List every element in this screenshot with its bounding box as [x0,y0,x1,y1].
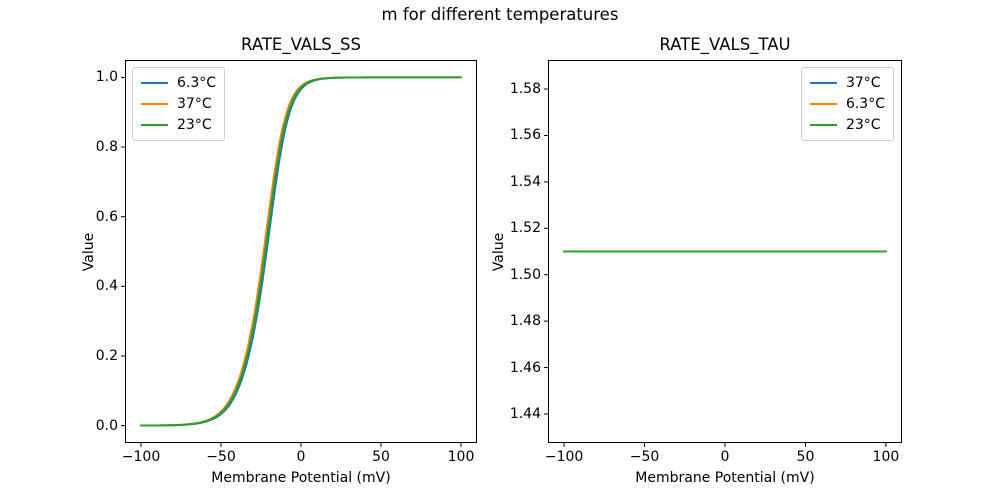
legend-ss: 6.3°C 37°C 23°C [132,67,226,141]
legend-entry-label: 23°C [177,117,212,133]
x-tick-label: 50 [372,449,390,465]
y-tick-label: 1.48 [509,313,541,330]
legend-entry-6-3-c: 6.3°C [141,73,216,93]
y-tick-label: 1.44 [509,405,541,422]
x-tick-label: 0 [296,449,306,465]
legend-entry-23-c: 23°C [809,115,885,135]
axes-spines [548,60,902,443]
x-tick-label: −50 [629,449,660,465]
x-tick-label: 100 [872,449,900,465]
legend-entry-label: 37°C [177,96,212,112]
axes-spines [125,60,477,443]
y-tick-label: 0.0 [95,417,118,434]
x-tick-label: 0 [720,449,730,465]
y-tick-label: 1.50 [509,266,541,283]
legend-line-sample-icon [809,82,837,84]
plot-area-ss [121,60,477,447]
y-tick-label: 0.2 [95,347,118,364]
series-line-23-c [140,76,462,427]
figure-title: m for different temperatures [381,5,619,24]
subplot-rate-vals-tau: RATE_VALS_TAU Membrane Potential (mV) Va… [491,35,902,486]
subplot-title-tau: RATE_VALS_TAU [659,35,791,54]
legend-entry-37-c: 37°C [809,73,885,93]
legend-entry-label: 6.3°C [845,96,885,112]
x-axis-label-tau: Membrane Potential (mV) [635,470,815,486]
legend-line-sample-icon [809,103,837,105]
y-tick-label: 1.46 [509,359,541,376]
x-tick-label: 50 [796,449,815,465]
x-tick-label: 100 [447,449,475,465]
legend-line-sample-icon [141,82,168,84]
y-tick-label: 1.52 [509,220,541,237]
x-axis-label-ss: Membrane Potential (mV) [211,470,391,486]
legend-entry-label: 23°C [845,117,881,133]
y-tick-label: 0.4 [95,278,118,295]
x-tick-label: −50 [206,449,236,465]
y-tick-label: 1.58 [509,81,541,97]
legend-entry-label: 37°C [845,75,881,91]
y-tick-label: 1.56 [509,127,541,144]
y-tick-label: 0.8 [95,139,118,156]
y-axis-label-ss: Value [81,232,97,271]
legend-entry-23-c: 23°C [141,115,216,135]
legend-line-sample-icon [141,103,168,105]
subplot-rate-vals-ss: RATE_VALS_SS Membrane Potential (mV) Val… [81,35,477,486]
legend-line-sample-icon [141,124,168,126]
plot-area-tau [544,60,902,447]
y-tick-label: 1.54 [509,173,541,190]
x-tick-label: −100 [121,449,161,465]
x-tick-label: −100 [544,449,584,465]
legend-tau: 37°C 6.3°C 23°C [800,67,894,141]
legend-entry-label: 6.3°C [177,75,217,91]
legend-entry-37-c: 37°C [141,94,216,114]
y-axis-label-tau: Value [491,232,507,271]
legend-entry-6-3-c: 6.3°C [809,94,885,114]
y-tick-label: 0.6 [95,208,118,225]
y-tick-label: 1.0 [95,69,118,86]
subplot-title-ss: RATE_VALS_SS [241,35,361,54]
legend-line-sample-icon [809,124,837,126]
